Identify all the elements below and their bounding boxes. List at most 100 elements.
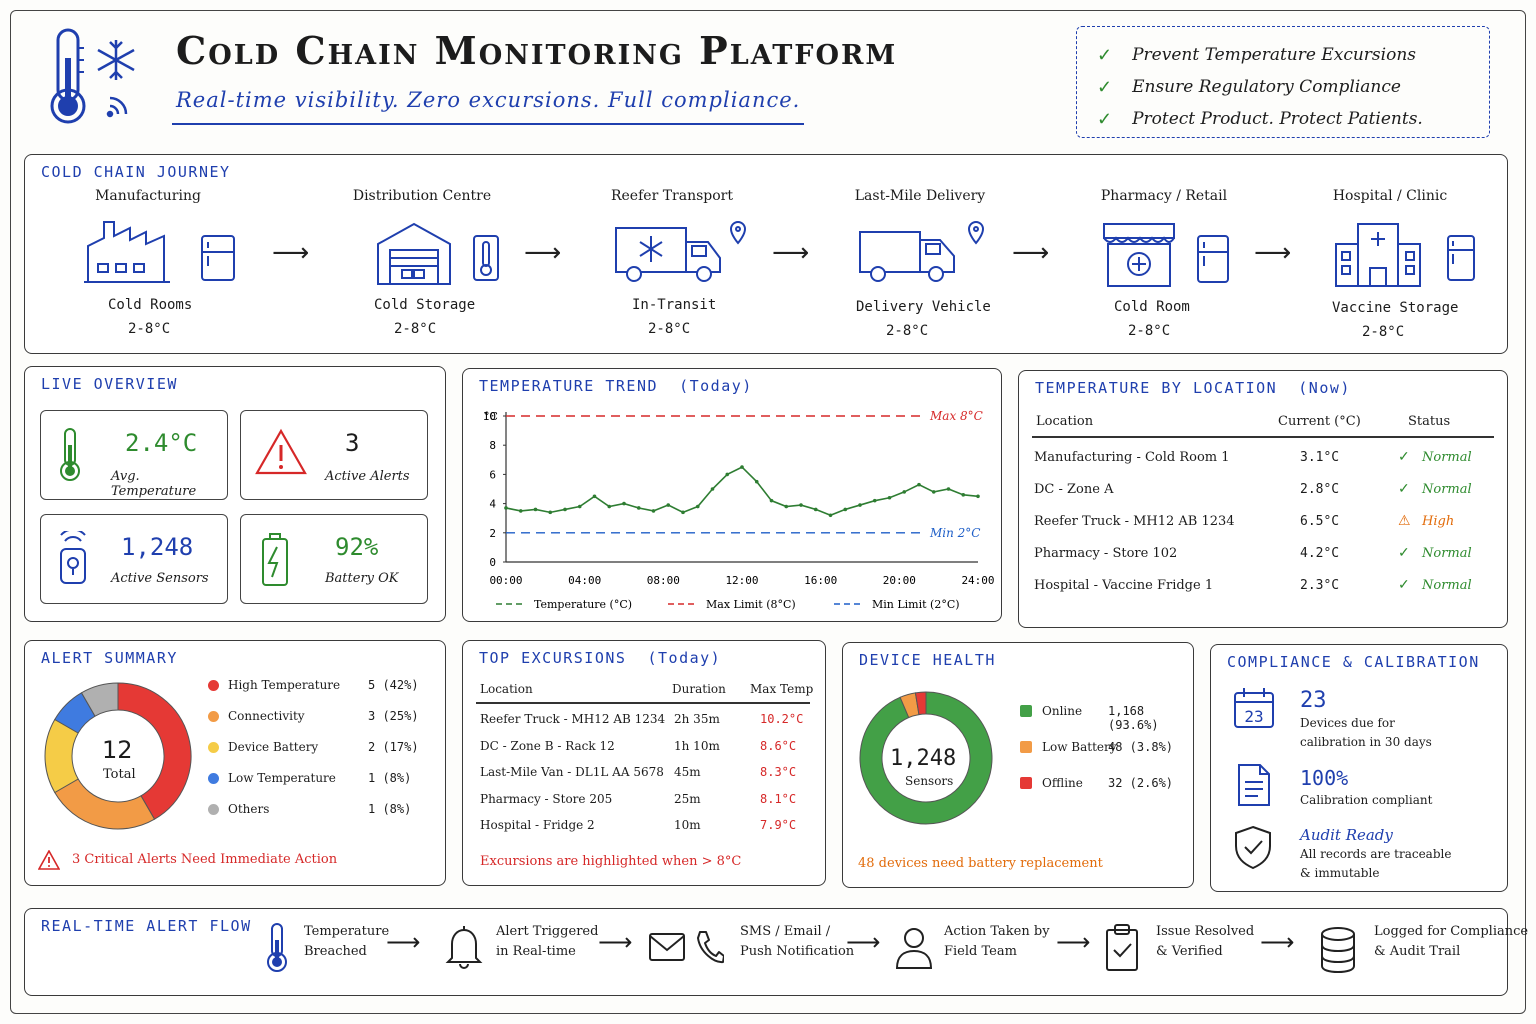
stage-last-mile[interactable]: Last-Mile Delivery bbox=[854, 188, 986, 204]
device-legend-item[interactable]: Online 1,168 (93.6%) bbox=[1020, 704, 1190, 732]
legend-min-limit[interactable]: Min Limit (2°C) bbox=[872, 598, 960, 611]
battery-ok-card[interactable]: 92% Battery OK bbox=[240, 514, 428, 604]
temperature-point[interactable] bbox=[592, 494, 597, 499]
excursion-row[interactable]: Last-Mile Van - DL1L AA 5678 45m 8.3°C bbox=[480, 765, 810, 785]
devices-due-label-line2: calibration in 30 days bbox=[1300, 735, 1432, 749]
temperature-point[interactable] bbox=[784, 504, 789, 509]
temperature-point[interactable] bbox=[769, 498, 774, 503]
location-row[interactable]: Manufacturing - Cold Room 1 3.1°C ✓ Normal bbox=[1034, 449, 1494, 474]
y-tick-label: 4 bbox=[489, 498, 496, 511]
location-row[interactable]: Pharmacy - Store 102 4.2°C ✓ Normal bbox=[1034, 545, 1494, 570]
alert-legend-value: 1 (8%) bbox=[368, 771, 412, 785]
temperature-point[interactable] bbox=[725, 472, 730, 477]
alert-legend-item[interactable]: High Temperature 5 (42%) bbox=[206, 678, 426, 698]
location-status: High bbox=[1422, 514, 1455, 529]
temperature-point[interactable] bbox=[931, 490, 936, 494]
stage-hospital[interactable]: Hospital / Clinic bbox=[1332, 188, 1448, 204]
temperature-point[interactable] bbox=[681, 510, 685, 515]
legend-dot bbox=[208, 773, 219, 784]
flow-step-breached: Temperature Breached bbox=[304, 924, 390, 959]
location-row[interactable]: DC - Zone A 2.8°C ✓ Normal bbox=[1034, 481, 1494, 506]
device-health-title: DEVICE HEALTH bbox=[859, 651, 996, 669]
alert-flow-panel: REAL-TIME ALERT FLOW bbox=[24, 908, 1508, 996]
alert-legend-item[interactable]: Low Temperature 1 (8%) bbox=[206, 771, 426, 791]
location-header-location: Location bbox=[1036, 414, 1094, 429]
temperature-point[interactable] bbox=[710, 487, 715, 491]
alert-legend-item[interactable]: Others 1 (8%) bbox=[206, 802, 426, 822]
device-donut-slice[interactable] bbox=[914, 691, 927, 716]
stage-distribution[interactable]: Distribution Centre bbox=[352, 188, 492, 204]
temperature-point[interactable] bbox=[607, 504, 612, 509]
temperature-point[interactable] bbox=[887, 495, 892, 500]
temperature-point[interactable] bbox=[518, 509, 523, 513]
alert-flow-title: REAL-TIME ALERT FLOW bbox=[41, 917, 252, 935]
journey-panel: COLD CHAIN JOURNEY bbox=[24, 154, 1508, 354]
temperature-point[interactable] bbox=[946, 487, 951, 491]
battery-replacement-note[interactable]: 48 devices need battery replacement bbox=[858, 856, 1103, 871]
location-row[interactable]: Reefer Truck - MH12 AB 1234 6.5°C ⚠ High bbox=[1034, 513, 1494, 538]
device-donut-slice[interactable] bbox=[859, 691, 993, 825]
legend-dot bbox=[208, 742, 219, 753]
excursion-row[interactable]: Pharmacy - Store 205 25m 8.1°C bbox=[480, 792, 810, 812]
stage-storage: In-Transit bbox=[632, 297, 717, 313]
device-legend-item[interactable]: Offline 32 (2.6%) bbox=[1020, 776, 1190, 796]
location-name: DC - Zone A bbox=[1034, 482, 1114, 497]
field-team-user-icon bbox=[894, 926, 934, 974]
excursion-row[interactable]: Reefer Truck - MH12 AB 1234 2h 35m 10.2°C bbox=[480, 712, 810, 732]
stage-manufacturing[interactable]: Manufacturing bbox=[95, 188, 201, 204]
alert-legend-item[interactable]: Device Battery 2 (17%) bbox=[206, 740, 426, 760]
location-name: Reefer Truck - MH12 AB 1234 bbox=[1034, 514, 1235, 529]
device-legend-item[interactable]: Low Battery 48 (3.8%) bbox=[1020, 740, 1190, 760]
temperature-point[interactable] bbox=[961, 493, 966, 497]
temperature-point[interactable] bbox=[813, 507, 818, 512]
temperature-point[interactable] bbox=[828, 513, 833, 518]
temperature-point[interactable] bbox=[577, 504, 582, 509]
temperature-point[interactable] bbox=[563, 507, 567, 512]
location-title: TEMPERATURE BY LOCATION bbox=[1035, 379, 1278, 397]
stage-pharmacy[interactable]: Pharmacy / Retail bbox=[1100, 188, 1228, 204]
y-tick-label: 0 bbox=[489, 556, 496, 569]
temperature-point[interactable] bbox=[843, 507, 848, 512]
temperature-point[interactable] bbox=[754, 479, 759, 484]
max-limit-label: Max 8°C bbox=[929, 409, 983, 423]
temperature-point[interactable] bbox=[548, 510, 553, 515]
legend-temperature[interactable]: Temperature (°C) bbox=[534, 598, 632, 611]
temperature-point[interactable] bbox=[622, 501, 626, 506]
x-tick-label: 20:00 bbox=[883, 574, 916, 587]
journey-arrow: ⟶ bbox=[772, 238, 810, 268]
alert-legend-item[interactable]: Connectivity 3 (25%) bbox=[206, 709, 426, 729]
device-legend-label: Low Battery bbox=[1042, 740, 1117, 754]
alert-donut-slice[interactable] bbox=[117, 682, 192, 820]
location-name: Manufacturing - Cold Room 1 bbox=[1034, 450, 1230, 465]
alert-donut-slice[interactable] bbox=[54, 778, 156, 830]
temperature-point[interactable] bbox=[917, 482, 921, 487]
stage-range: 2-8°C bbox=[886, 323, 929, 339]
audit-label-line1: All records are traceable bbox=[1300, 847, 1452, 861]
temperature-point[interactable] bbox=[976, 494, 980, 499]
temperature-point[interactable] bbox=[636, 506, 641, 510]
temperature-point[interactable] bbox=[504, 506, 508, 510]
excursion-row[interactable]: Hospital - Fridge 2 10m 7.9°C bbox=[480, 818, 810, 838]
temperature-point[interactable] bbox=[902, 490, 907, 494]
temperature-point[interactable] bbox=[651, 509, 656, 513]
active-sensors-card[interactable]: 1,248 Active Sensors bbox=[40, 514, 228, 604]
location-row[interactable]: Hospital - Vaccine Fridge 1 2.3°C ✓ Normal bbox=[1034, 577, 1494, 602]
avg-temperature-card[interactable]: 2.4°C Avg. Temperature bbox=[40, 410, 228, 500]
x-tick-label: 04:00 bbox=[568, 574, 601, 587]
temperature-point[interactable] bbox=[740, 465, 744, 469]
alert-donut-slice[interactable] bbox=[80, 682, 119, 717]
temperature-point[interactable] bbox=[695, 504, 700, 509]
excursion-row[interactable]: DC - Zone B - Rack 12 1h 10m 8.6°C bbox=[480, 739, 810, 759]
temperature-point[interactable] bbox=[666, 503, 671, 507]
temperature-point[interactable] bbox=[799, 503, 803, 507]
excursion-location: Last-Mile Van - DL1L AA 5678 bbox=[480, 765, 664, 779]
temperature-point[interactable] bbox=[533, 507, 538, 512]
legend-max-limit[interactable]: Max Limit (8°C) bbox=[706, 598, 796, 611]
critical-alerts-note[interactable]: 3 Critical Alerts Need Immediate Action bbox=[72, 852, 338, 867]
temperature-point[interactable] bbox=[872, 498, 877, 503]
temperature-point[interactable] bbox=[858, 503, 862, 507]
y-axis-unit: °C bbox=[484, 410, 498, 423]
stage-reefer[interactable]: Reefer Transport bbox=[610, 188, 733, 204]
active-alerts-card[interactable]: 3 Active Alerts bbox=[240, 410, 428, 500]
flow-arrow: ⟶ bbox=[1056, 928, 1091, 956]
